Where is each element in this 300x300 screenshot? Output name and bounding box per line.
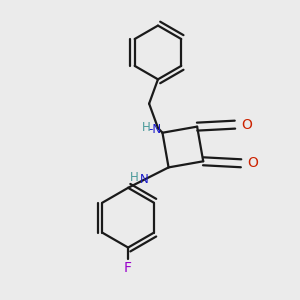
- Text: H: H: [130, 171, 139, 184]
- Text: N: N: [140, 173, 149, 186]
- Text: O: O: [242, 118, 252, 132]
- Text: -N: -N: [149, 123, 162, 136]
- Text: O: O: [248, 156, 258, 170]
- Text: H: H: [142, 121, 151, 134]
- Text: F: F: [124, 261, 132, 275]
